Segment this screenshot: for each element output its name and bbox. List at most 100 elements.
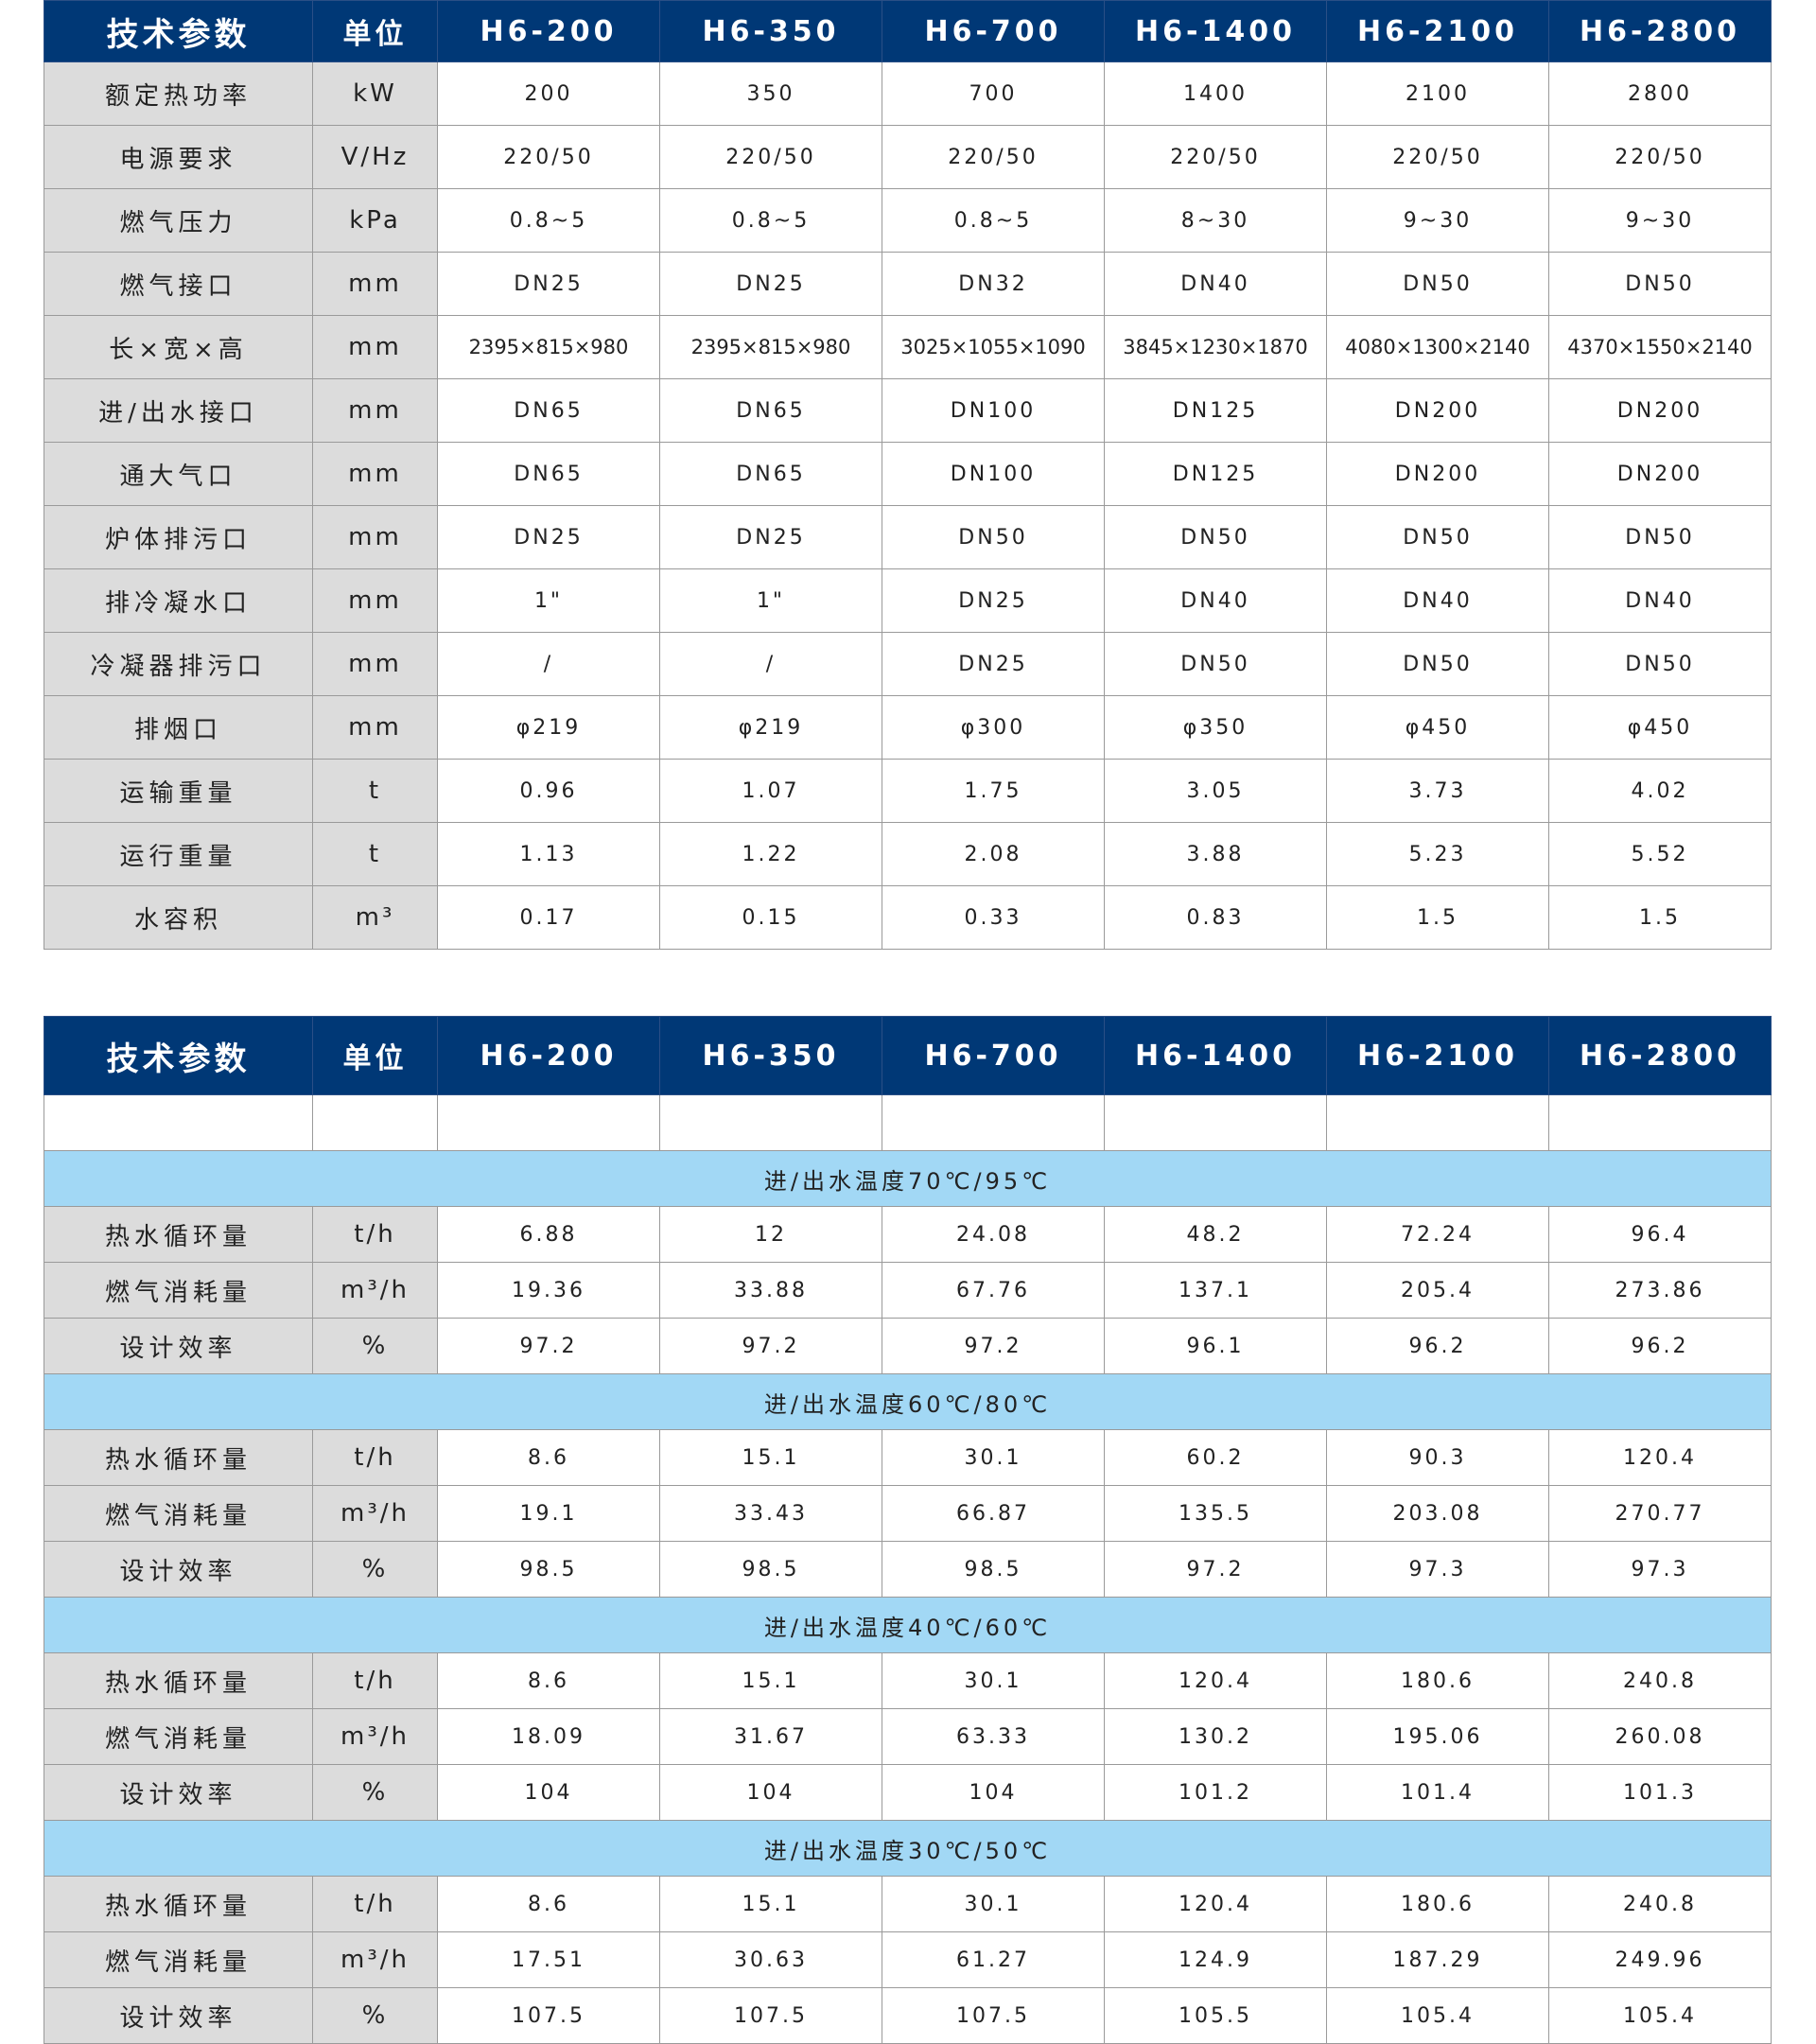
cell-value: 120.4 — [1104, 1652, 1327, 1709]
table-row: 电源要求 V/Hz 220/50 220/50 220/50 220/50 220/50 22… — [44, 125, 1772, 189]
cell-value: 9~30 — [1326, 188, 1549, 253]
cell-value: 97.2 — [437, 1318, 660, 1374]
row-unit: kPa — [312, 188, 438, 253]
row-unit: mm — [312, 568, 438, 633]
cell-value: 249.96 — [1548, 1931, 1772, 1988]
table-row: 燃气消耗量 m³/h 18.09 31.67 63.33 130.2 195.06 260.0… — [44, 1708, 1772, 1765]
cell-value: 63.33 — [882, 1708, 1105, 1765]
cell-value: 8.6 — [437, 1876, 660, 1932]
cell-value: 96.2 — [1326, 1318, 1549, 1374]
row-unit: mm — [312, 632, 438, 696]
spacer-cell — [44, 1094, 313, 1151]
table-row: 额定热功率 kW 200 350 700 1400 2100 2800 — [44, 61, 1772, 126]
cell-value: 105.4 — [1326, 1987, 1549, 2044]
spacer-cell — [882, 1094, 1105, 1151]
cell-value: 48.2 — [1104, 1206, 1327, 1263]
cell-value: 700 — [882, 61, 1105, 126]
header-model: H6-350 — [659, 1016, 882, 1095]
cell-value: 61.27 — [882, 1931, 1105, 1988]
cell-value: 130.2 — [1104, 1708, 1327, 1765]
row-label: 炉体排污口 — [44, 505, 313, 569]
cell-value: 135.5 — [1104, 1485, 1327, 1542]
cell-value: 1400 — [1104, 61, 1327, 126]
row-unit: m³/h — [312, 1262, 438, 1319]
cell-value: DN65 — [437, 378, 660, 443]
table-row: 燃气接口 mm DN25 DN25 DN32 DN40 DN50 DN50 — [44, 252, 1772, 316]
row-label: 运行重量 — [44, 822, 313, 886]
cell-value: 137.1 — [1104, 1262, 1327, 1319]
cell-value: 15.1 — [659, 1652, 882, 1709]
table-row: 燃气消耗量 m³/h 17.51 30.63 61.27 124.9 187.29 249.9… — [44, 1931, 1772, 1988]
cell-value: DN40 — [1548, 568, 1772, 633]
cell-value: 3.73 — [1326, 759, 1549, 823]
table-row: 燃气消耗量 m³/h 19.1 33.43 66.87 135.5 203.08 270.77 — [44, 1485, 1772, 1542]
row-label: 额定热功率 — [44, 61, 313, 126]
cell-value: 60.2 — [1104, 1429, 1327, 1486]
row-unit: mm — [312, 442, 438, 506]
row-unit: kW — [312, 61, 438, 126]
row-unit: mm — [312, 505, 438, 569]
cell-value: DN32 — [882, 252, 1105, 316]
cell-value: φ350 — [1104, 695, 1327, 760]
cell-value: DN125 — [1104, 378, 1327, 443]
cell-value: DN25 — [437, 252, 660, 316]
row-unit: t/h — [312, 1876, 438, 1932]
cell-value: 33.88 — [659, 1262, 882, 1319]
cell-value: 187.29 — [1326, 1931, 1549, 1988]
cell-value: 17.51 — [437, 1931, 660, 1988]
cell-value: DN200 — [1326, 442, 1549, 506]
cell-value: 3845×1230×1870 — [1104, 315, 1327, 379]
cell-value: 0.33 — [882, 885, 1105, 950]
cell-value: 96.1 — [1104, 1318, 1327, 1374]
cell-value: 2.08 — [882, 822, 1105, 886]
cell-value: 8.6 — [437, 1652, 660, 1709]
table-row: 通大气口 mm DN65 DN65 DN100 DN125 DN200 DN200 — [44, 442, 1772, 506]
table-row: 水容积 m³ 0.17 0.15 0.33 0.83 1.5 1.5 — [44, 885, 1772, 950]
cell-value: 8.6 — [437, 1429, 660, 1486]
cell-value: DN25 — [437, 505, 660, 569]
header-model: H6-350 — [659, 0, 882, 62]
cell-value: DN25 — [659, 505, 882, 569]
cell-value: 270.77 — [1548, 1485, 1772, 1542]
cell-value: 15.1 — [659, 1876, 882, 1932]
cell-value: 104 — [437, 1764, 660, 1821]
cell-value: 2800 — [1548, 61, 1772, 126]
cell-value: 97.2 — [882, 1318, 1105, 1374]
header-model: H6-2800 — [1548, 1016, 1772, 1095]
row-label: 热水循环量 — [44, 1652, 313, 1709]
cell-value: 195.06 — [1326, 1708, 1549, 1765]
cell-value: DN40 — [1104, 252, 1327, 316]
cell-value: φ450 — [1326, 695, 1549, 760]
row-label: 电源要求 — [44, 125, 313, 189]
section-title: 进/出水温度70℃/95℃ — [44, 1150, 1772, 1207]
cell-value: 0.83 — [1104, 885, 1327, 950]
cell-value: 3.88 — [1104, 822, 1327, 886]
section-header-row: 进/出水温度30℃/50℃ — [44, 1820, 1772, 1877]
cell-value: 8~30 — [1104, 188, 1327, 253]
row-label: 长×宽×高 — [44, 315, 313, 379]
cell-value: 124.9 — [1104, 1931, 1327, 1988]
row-unit: mm — [312, 378, 438, 443]
header-model: H6-1400 — [1104, 0, 1327, 62]
cell-value: DN25 — [882, 568, 1105, 633]
cell-value: / — [659, 632, 882, 696]
cell-value: 101.2 — [1104, 1764, 1327, 1821]
cell-value: 0.8~5 — [437, 188, 660, 253]
cell-value: DN200 — [1326, 378, 1549, 443]
spacer-cell — [1548, 1094, 1772, 1151]
cell-value: 104 — [659, 1764, 882, 1821]
cell-value: DN25 — [659, 252, 882, 316]
section-header-row: 进/出水温度40℃/60℃ — [44, 1597, 1772, 1653]
table-row: 排冷凝水口 mm 1" 1" DN25 DN40 DN40 DN40 — [44, 568, 1772, 633]
table-row: 热水循环量 t/h 8.6 15.1 30.1 60.2 90.3 120.4 — [44, 1429, 1772, 1486]
cell-value: φ450 — [1548, 695, 1772, 760]
row-label: 设计效率 — [44, 1987, 313, 2044]
cell-value: 19.36 — [437, 1262, 660, 1319]
cell-value: 0.96 — [437, 759, 660, 823]
row-label: 燃气消耗量 — [44, 1485, 313, 1542]
table-row: 热水循环量 t/h 6.88 12 24.08 48.2 72.24 96.4 — [44, 1206, 1772, 1263]
row-unit: % — [312, 1318, 438, 1374]
cell-value: 66.87 — [882, 1485, 1105, 1542]
cell-value: 98.5 — [659, 1541, 882, 1598]
section-header-row: 进/出水温度60℃/80℃ — [44, 1373, 1772, 1430]
